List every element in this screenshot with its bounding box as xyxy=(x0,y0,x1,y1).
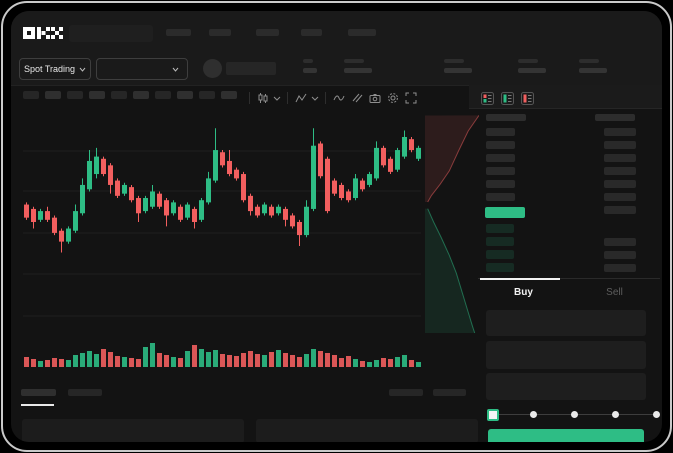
pair-selector-dropdown[interactable] xyxy=(96,58,188,80)
ask-amount-row[interactable] xyxy=(604,180,636,188)
ask-price-row[interactable] xyxy=(486,141,515,149)
timeframe-button[interactable] xyxy=(199,91,215,99)
line-tool-icon[interactable] xyxy=(333,92,345,104)
depth-chart xyxy=(425,115,479,334)
bid-amount-row[interactable] xyxy=(604,238,636,246)
timeframe-button[interactable] xyxy=(155,91,171,99)
ask-amount-row[interactable] xyxy=(604,206,636,214)
timeframe-button[interactable] xyxy=(177,91,193,99)
ticker-stat-label xyxy=(518,59,538,63)
open-orders-placeholder[interactable] xyxy=(22,419,244,442)
bid-price-row[interactable] xyxy=(486,250,514,259)
order-history-placeholder[interactable] xyxy=(256,419,478,442)
book-all-icon[interactable] xyxy=(481,92,494,105)
timeframe-button[interactable] xyxy=(45,91,61,99)
bid-price-row[interactable] xyxy=(486,263,514,272)
ticker-stat-value xyxy=(444,68,472,73)
okx-logo xyxy=(23,27,63,39)
orderbook-amount-header xyxy=(595,114,635,121)
chevron-down-icon[interactable] xyxy=(311,96,319,101)
trading-mode-label: Spot Trading xyxy=(23,64,76,74)
timeframe-button[interactable] xyxy=(221,91,237,99)
nav-item[interactable] xyxy=(166,29,191,36)
ask-price-row[interactable] xyxy=(486,180,515,188)
slider-stop[interactable] xyxy=(611,411,619,418)
slider-stop[interactable] xyxy=(529,411,537,418)
bottom-panel-action[interactable] xyxy=(389,389,423,396)
fullscreen-icon[interactable] xyxy=(405,92,417,104)
ticker-stat-label xyxy=(303,59,313,63)
nav-item[interactable] xyxy=(348,29,376,36)
toolbar-divider xyxy=(325,92,326,104)
trade-tabs: Buy Sell xyxy=(478,278,660,309)
toolbar-divider xyxy=(287,92,288,104)
bottom-tab-active[interactable] xyxy=(21,389,56,396)
total-input[interactable] xyxy=(486,373,646,400)
camera-icon[interactable] xyxy=(369,92,381,104)
ask-price-row[interactable] xyxy=(486,167,515,175)
ticker-stat-label xyxy=(579,59,599,63)
ask-amount-row[interactable] xyxy=(604,193,636,201)
slider-stop[interactable] xyxy=(652,411,660,418)
last-price-badge[interactable] xyxy=(485,207,525,218)
bottom-tab[interactable] xyxy=(68,389,102,396)
amount-input[interactable] xyxy=(486,341,646,369)
slider-stop[interactable] xyxy=(570,411,578,418)
coin-avatar xyxy=(203,59,222,78)
ticker-stat-label xyxy=(344,59,364,63)
timeframe-button[interactable] xyxy=(111,91,127,99)
indicators-icon[interactable] xyxy=(295,92,307,104)
draw-tool-icon[interactable] xyxy=(351,92,363,104)
nav-item[interactable] xyxy=(209,29,231,36)
timeframe-button[interactable] xyxy=(23,91,39,99)
timeframe-button[interactable] xyxy=(89,91,105,99)
pair-name-placeholder xyxy=(226,62,276,75)
ticker-stat-value xyxy=(518,68,546,73)
nav-item[interactable] xyxy=(301,29,322,36)
orderbook-price-header xyxy=(486,114,526,121)
bottom-panel-action[interactable] xyxy=(433,389,466,396)
toolbar-divider xyxy=(249,92,250,104)
book-asks-icon[interactable] xyxy=(521,92,534,105)
book-bids-icon[interactable] xyxy=(501,92,514,105)
search-bar[interactable] xyxy=(69,25,153,42)
tab-buy[interactable]: Buy xyxy=(514,287,533,298)
bid-price-row[interactable] xyxy=(486,224,514,233)
volume-chart xyxy=(24,343,421,367)
ask-amount-row[interactable] xyxy=(604,167,636,175)
timeframe-button[interactable] xyxy=(67,91,83,99)
slider-handle[interactable] xyxy=(487,409,499,421)
app-window: OKX Spot Trading xyxy=(11,11,662,442)
ask-price-row[interactable] xyxy=(486,154,515,162)
candlestick-chart xyxy=(24,128,421,253)
chevron-down-icon xyxy=(172,67,179,72)
nav-item[interactable] xyxy=(256,29,279,36)
ask-amount-row[interactable] xyxy=(604,128,636,136)
ticker-stat-value xyxy=(579,68,607,73)
tab-sell[interactable]: Sell xyxy=(606,287,623,298)
chevron-down-icon[interactable] xyxy=(273,96,281,101)
chevron-down-icon xyxy=(79,67,86,72)
ticker-stat-value xyxy=(303,68,317,73)
trading-mode-dropdown[interactable]: Spot Trading xyxy=(19,58,91,80)
bid-amount-row[interactable] xyxy=(604,251,636,259)
timeframe-button[interactable] xyxy=(133,91,149,99)
price-input[interactable] xyxy=(486,310,646,336)
orderbook-header-band xyxy=(469,85,662,109)
candles-icon[interactable] xyxy=(257,92,269,104)
ask-amount-row[interactable] xyxy=(604,154,636,162)
settings-icon[interactable] xyxy=(387,92,399,104)
bottom-tab-underline xyxy=(21,404,54,406)
ask-price-row[interactable] xyxy=(486,128,515,136)
ask-amount-row[interactable] xyxy=(604,141,636,149)
ask-price-row[interactable] xyxy=(486,193,515,201)
ticker-stat-value xyxy=(344,68,372,73)
ticker-stat-label xyxy=(444,59,464,63)
active-tab-indicator xyxy=(480,278,560,280)
bid-price-row[interactable] xyxy=(486,237,514,246)
bid-amount-row[interactable] xyxy=(604,264,636,272)
buy-submit-button[interactable] xyxy=(488,429,644,442)
